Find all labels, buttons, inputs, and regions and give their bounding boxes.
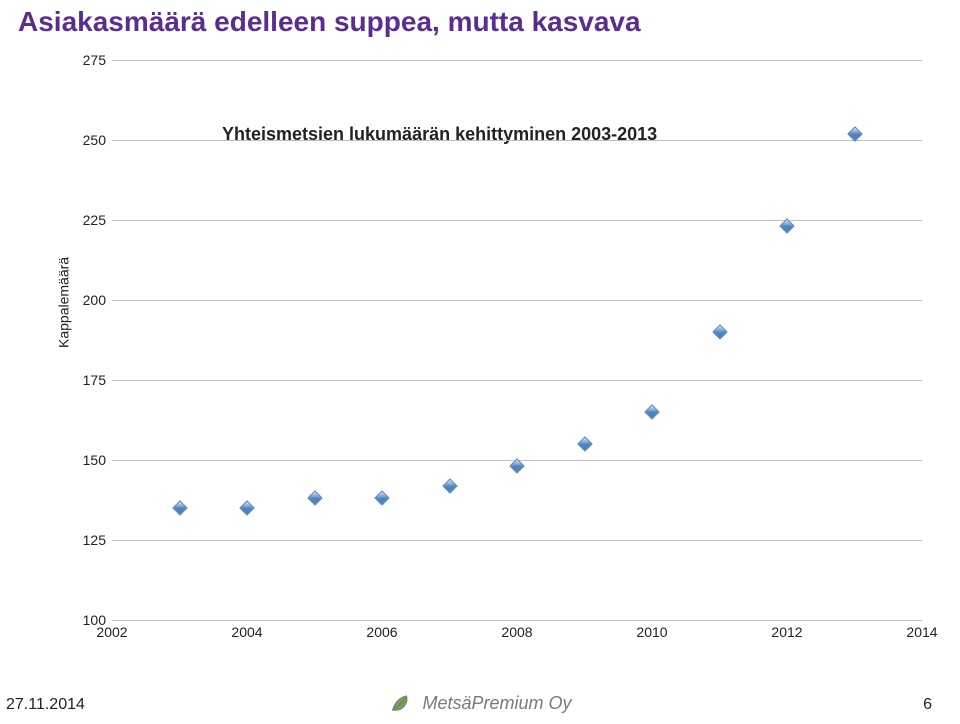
x-tick-label: 2014 — [906, 620, 937, 640]
y-axis-title: Kappalemäärä — [56, 257, 72, 348]
data-point — [712, 324, 728, 340]
y-tick-label: 225 — [83, 212, 112, 228]
logo: MetsäPremium Oy — [388, 692, 571, 714]
page-number: 6 — [923, 696, 932, 714]
y-tick-label: 275 — [83, 52, 112, 68]
x-tick-label: 2012 — [771, 620, 802, 640]
data-point — [307, 491, 323, 507]
y-tick-label: 175 — [83, 372, 112, 388]
gridline — [112, 540, 922, 541]
data-point — [577, 436, 593, 452]
x-tick-label: 2006 — [366, 620, 397, 640]
page-title: Asiakasmäärä edelleen suppea, mutta kasv… — [18, 6, 641, 38]
data-point — [239, 500, 255, 516]
y-tick-label: 250 — [83, 132, 112, 148]
logo-text: MetsäPremium Oy — [422, 693, 571, 714]
gridline — [112, 140, 922, 141]
gridline — [112, 300, 922, 301]
chart-subtitle: Yhteismetsien lukumäärän kehittyminen 20… — [222, 124, 657, 145]
data-point — [172, 500, 188, 516]
y-tick-label: 200 — [83, 292, 112, 308]
x-tick-label: 2010 — [636, 620, 667, 640]
chart-plot-area: Yhteismetsien lukumäärän kehittyminen 20… — [112, 60, 922, 620]
footer-date: 27.11.2014 — [6, 696, 85, 714]
leaf-icon — [388, 692, 416, 714]
x-tick-label: 2002 — [96, 620, 127, 640]
y-tick-label: 150 — [83, 452, 112, 468]
gridline — [112, 60, 922, 61]
x-tick-label: 2008 — [501, 620, 532, 640]
x-tick-label: 2004 — [231, 620, 262, 640]
data-point — [442, 478, 458, 494]
y-tick-label: 125 — [83, 532, 112, 548]
data-point — [644, 404, 660, 420]
gridline — [112, 380, 922, 381]
data-point — [374, 491, 390, 507]
gridline — [112, 220, 922, 221]
